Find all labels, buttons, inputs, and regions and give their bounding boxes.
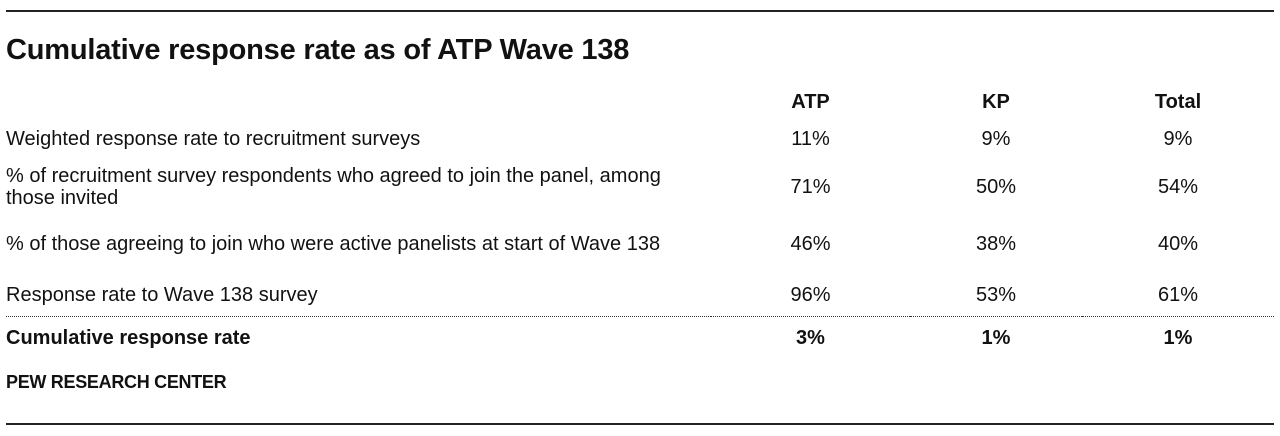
cell-total: 40% <box>1157 232 1199 255</box>
row-label: Weighted response rate to recruitment su… <box>6 128 421 150</box>
cell-atp: 71% <box>790 175 831 198</box>
cell-kp: 53% <box>910 274 1082 317</box>
total-cell-kp: 1% <box>981 326 1011 349</box>
row-label: Response rate to Wave 138 survey <box>6 274 711 317</box>
total-cell-atp: 3% <box>796 326 825 349</box>
cell-kp: 38% <box>975 232 1017 255</box>
bottom-rule <box>6 423 1274 425</box>
cell-kp: 50% <box>975 175 1017 198</box>
response-rate-table: ATP KP Total Weighted response rate to r… <box>6 86 1274 359</box>
cell-total: 61% <box>1082 274 1274 317</box>
table-row: Weighted response rate to recruitment su… <box>6 118 1274 160</box>
cell-atp: 11% <box>791 127 830 150</box>
source-credit: PEW RESEARCH CENTER <box>6 372 227 392</box>
row-label: % of recruitment survey respondents who … <box>6 165 661 209</box>
column-header-atp: ATP <box>791 90 830 113</box>
total-row: Cumulative response rate 3% 1% 1% <box>6 317 1274 360</box>
cell-atp: 96% <box>711 274 910 317</box>
column-header-kp: KP <box>982 90 1010 113</box>
table-row: Response rate to Wave 138 survey 96% 53%… <box>6 274 1274 317</box>
header-blank <box>6 86 711 118</box>
cell-total: 9% <box>1163 127 1193 150</box>
page-title: Cumulative response rate as of ATP Wave … <box>6 34 630 66</box>
top-rule <box>6 10 1274 12</box>
cell-atp: 46% <box>790 232 831 255</box>
table-row: % of those agreeing to join who were act… <box>6 214 1274 274</box>
cell-kp: 9% <box>981 127 1011 150</box>
total-cell-total: 1% <box>1163 326 1193 349</box>
total-row-label: Cumulative response rate <box>6 327 251 349</box>
cell-total: 54% <box>1157 175 1199 198</box>
row-label: % of those agreeing to join who were act… <box>6 233 661 255</box>
column-header-total: Total <box>1154 90 1202 113</box>
table-row: % of recruitment survey respondents who … <box>6 160 1274 214</box>
table-header-row: ATP KP Total <box>6 86 1274 118</box>
